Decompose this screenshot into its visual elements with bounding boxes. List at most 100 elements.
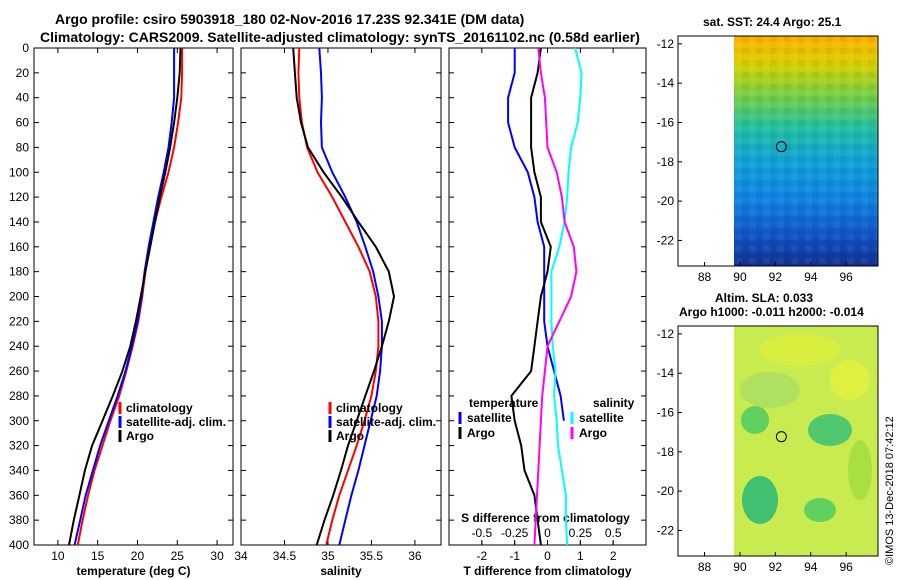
x-axis-label: T difference from climatology (463, 564, 631, 578)
series-line (533, 47, 578, 546)
sst-map-title: sat. SST: 24.4 Argo: 25.1 (703, 15, 842, 29)
x-tick-label: 15 (91, 549, 105, 563)
y-tick-label: 400 (9, 538, 29, 552)
top-x-tick-label: 0 (544, 526, 551, 540)
sla-map-title-2: Argo h1000: -0.011 h2000: -0.014 (679, 305, 864, 319)
y-tick-label: 140 (9, 215, 29, 229)
profile-panel-1: 0 20 40 60 80 100 120 140 160 180 200 220 240 260 280 3… (9, 41, 234, 578)
lon-tick-label: 92 (769, 270, 783, 284)
x-axis-label: salinity (320, 564, 362, 578)
y-tick-label: 160 (9, 240, 29, 254)
legend-label: satellite (579, 411, 624, 425)
series-line (297, 47, 380, 546)
top-x-tick-label: -0.25 (501, 526, 529, 540)
top-x-tick-label: -0.5 (471, 526, 492, 540)
series-line (292, 47, 396, 546)
legend-label: satellite-adj. clim. (336, 415, 436, 429)
series-line (318, 47, 383, 546)
argo-position-marker (775, 431, 787, 443)
lon-tick-label: 90 (733, 270, 747, 284)
title-line-2: Climatology: CARS2009. Satellite-adjuste… (40, 29, 640, 45)
sla-field (734, 326, 878, 556)
y-tick-label: 380 (9, 513, 29, 527)
profile-panel-2: 34 34.5 35 35.5 36 salinity climatologysatelli… (234, 47, 442, 578)
x-tick-label: 35.5 (360, 549, 384, 563)
series-line (73, 48, 176, 546)
x-tick-label: 36 (408, 549, 422, 563)
lon-tick-label: 90 (733, 560, 747, 574)
y-tick-label: 340 (9, 463, 29, 477)
y-tick-label: 20 (16, 66, 30, 80)
y-tick-label: 120 (9, 190, 29, 204)
x-tick-label: -1 (509, 549, 520, 563)
x-tick-label: 0 (544, 549, 551, 563)
sla-map: -12 -14 -16 -18 -20 -22 88 90 92 94 96 (657, 325, 879, 574)
lat-tick-label: -16 (657, 405, 675, 419)
title-line-1: Argo profile: csiro 5903918_180 02-Nov-2… (55, 11, 525, 27)
legend-label: climatology (126, 401, 193, 415)
lat-tick-label: -18 (657, 155, 675, 169)
y-tick-label: 220 (9, 314, 29, 328)
lon-tick-label: 92 (769, 560, 783, 574)
series-line (507, 48, 565, 421)
y-tick-label: 200 (9, 290, 29, 304)
legend-title: temperature (469, 396, 539, 410)
lon-tick-label: 94 (804, 560, 818, 574)
x-tick-label: 20 (131, 549, 145, 563)
top-x-tick-label: 0.25 (569, 526, 593, 540)
y-tick-label: 360 (9, 488, 29, 502)
lon-tick-label: 96 (839, 270, 853, 284)
lat-tick-label: -12 (657, 37, 675, 51)
lat-tick-label: -20 (657, 484, 675, 498)
legend-label: climatology (336, 401, 403, 415)
x-tick-label: 34 (234, 549, 248, 563)
lat-tick-label: -22 (657, 523, 675, 537)
y-tick-label: 40 (16, 91, 30, 105)
y-tick-label: 60 (16, 116, 30, 130)
sla-map-frame (677, 325, 879, 557)
legend-label: satellite (467, 411, 512, 425)
lat-tick-label: -14 (657, 366, 675, 380)
y-tick-label: 80 (16, 140, 30, 154)
plot-frame (33, 47, 234, 546)
lon-tick-label: 94 (804, 270, 818, 284)
y-tick-label: 0 (22, 41, 29, 55)
legend-label: Argo (126, 429, 154, 443)
x-axis-label: temperature (deg C) (76, 564, 190, 578)
y-tick-label: 320 (9, 439, 29, 453)
legend-title: salinity (593, 396, 635, 410)
y-tick-label: 100 (9, 165, 29, 179)
legend-label: Argo (467, 426, 495, 440)
plot-frame (448, 47, 647, 546)
sst-map: -12 -14 -16 -18 -20 -22 88 90 92 94 96 (657, 35, 879, 284)
legend-label: satellite-adj. clim. (126, 415, 226, 429)
y-tick-label: 260 (9, 364, 29, 378)
x-tick-label: 35 (321, 549, 335, 563)
lat-tick-label: -16 (657, 115, 675, 129)
sst-map-frame (677, 35, 879, 267)
series-line (550, 47, 583, 546)
lat-tick-label: -18 (657, 445, 675, 459)
sla-map-title-1: Altim. SLA: 0.033 (715, 291, 814, 305)
lat-tick-label: -12 (657, 327, 675, 341)
profile-panel-3: -2 -1 0 1 2T difference from climatology S di… (448, 47, 647, 578)
x-tick-label: -2 (476, 549, 487, 563)
lon-tick-label: 88 (698, 560, 712, 574)
x-tick-label: 1 (577, 549, 584, 563)
lat-tick-label: -20 (657, 194, 675, 208)
legend-label: Argo (336, 429, 364, 443)
series-line (510, 47, 552, 546)
y-tick-label: 240 (9, 339, 29, 353)
lon-tick-label: 96 (839, 560, 853, 574)
lon-tick-label: 88 (698, 270, 712, 284)
legend-label: Argo (579, 426, 607, 440)
y-tick-label: 280 (9, 389, 29, 403)
x-tick-label: 34.5 (273, 549, 297, 563)
top-x-tick-label: 0.5 (605, 526, 622, 540)
y-tick-label: 300 (9, 414, 29, 428)
lat-tick-label: -22 (657, 233, 675, 247)
x-tick-label: 30 (210, 549, 224, 563)
y-tick-label: 180 (9, 265, 29, 279)
x-tick-label: 25 (171, 549, 185, 563)
